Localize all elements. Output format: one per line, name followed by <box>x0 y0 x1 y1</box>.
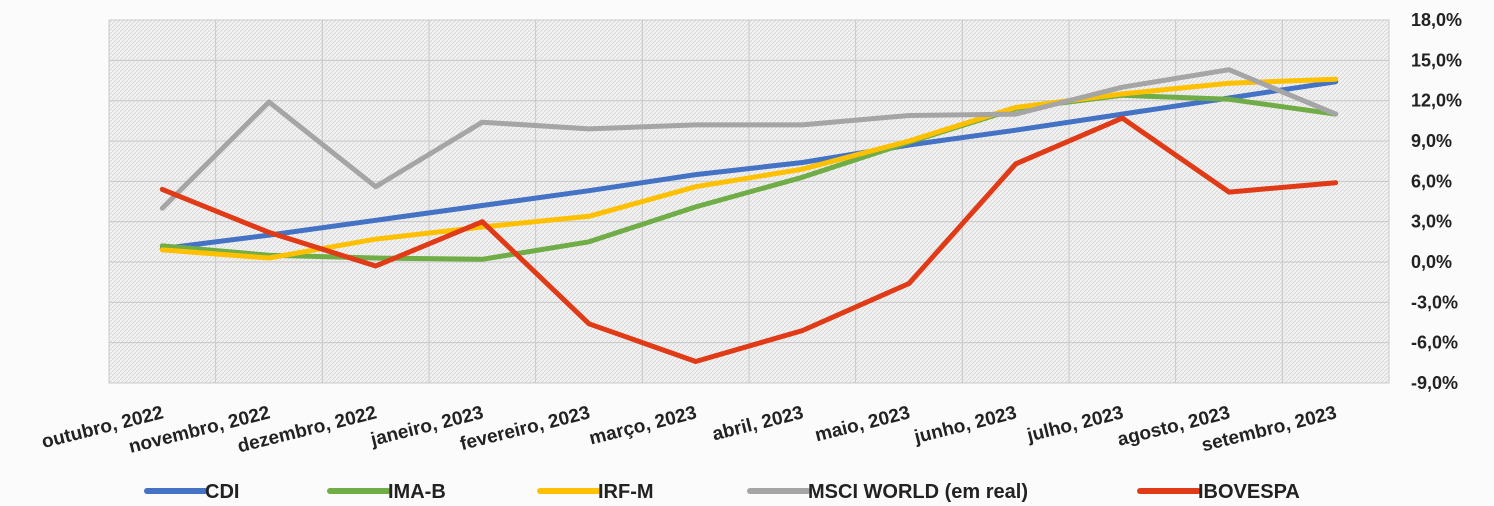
y-axis: 18,0% 15,0% 12,0% 9,0% 6,0% 3,0% 0,0% -3,0% -6,0… <box>1411 10 1462 393</box>
legend-label: IMA-B <box>388 481 446 503</box>
x-tick-label: julho, 2023 <box>1024 402 1125 446</box>
series-line <box>159 67 1339 211</box>
legend: CDI IMA-B IRF-M MSCI WORLD (em real) IBOVESP… <box>144 481 1300 503</box>
x-tick-label: maio, 2023 <box>813 402 912 446</box>
series-line <box>159 115 1339 364</box>
legend-label: MSCI WORLD (em real) <box>808 481 1028 503</box>
y-tick-label: 12,0% <box>1411 91 1462 111</box>
y-tick-label: 6,0% <box>1411 171 1452 191</box>
y-tick-label: 15,0% <box>1411 50 1462 70</box>
y-tick-label: 0,0% <box>1411 252 1452 272</box>
series-lines <box>159 67 1339 364</box>
y-tick-label: -6,0% <box>1411 333 1458 353</box>
legend-label: CDI <box>205 481 239 503</box>
x-tick-label: março, 2023 <box>587 402 699 449</box>
legend-label: IBOVESPA <box>1198 481 1300 503</box>
series-line <box>159 76 1339 261</box>
y-tick-label: -3,0% <box>1411 292 1458 312</box>
y-tick-label: -9,0% <box>1411 373 1458 393</box>
series-line <box>159 79 1339 252</box>
legend-label: IRF-M <box>598 481 654 503</box>
y-tick-label: 9,0% <box>1411 131 1452 151</box>
x-tick-label: abril, 2023 <box>710 402 805 445</box>
series-line <box>159 92 1339 262</box>
y-tick-label: 3,0% <box>1411 212 1452 232</box>
y-tick-label: 18,0% <box>1411 10 1462 30</box>
x-tick-label: junho, 2023 <box>911 402 1018 448</box>
